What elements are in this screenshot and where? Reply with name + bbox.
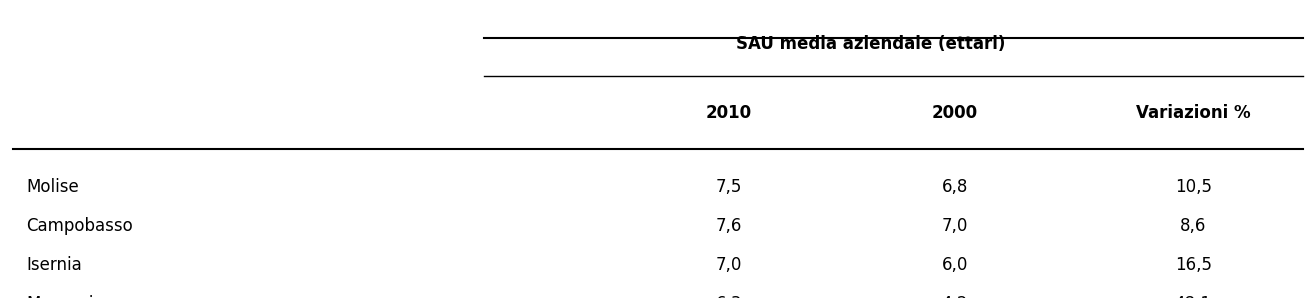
Text: 16,5: 16,5 [1175, 256, 1212, 274]
Text: Campobasso: Campobasso [26, 217, 133, 235]
Text: Molise: Molise [26, 178, 79, 196]
Text: 7,6: 7,6 [716, 217, 742, 235]
Text: 8,6: 8,6 [1180, 217, 1207, 235]
Text: 6,8: 6,8 [941, 178, 967, 196]
Text: 7,5: 7,5 [716, 178, 742, 196]
Text: 2010: 2010 [705, 104, 751, 122]
Text: SAU media aziendale (ettari): SAU media aziendale (ettari) [736, 35, 1005, 53]
Text: Isernia: Isernia [26, 256, 82, 274]
Text: 6,0: 6,0 [941, 256, 967, 274]
Text: Variazioni %: Variazioni % [1136, 104, 1250, 122]
Text: 6,3: 6,3 [716, 295, 742, 298]
Text: 2000: 2000 [932, 104, 978, 122]
Text: Mezzogiorno: Mezzogiorno [26, 295, 130, 298]
Text: 7,0: 7,0 [941, 217, 967, 235]
Text: 7,0: 7,0 [716, 256, 742, 274]
Text: 4,2: 4,2 [941, 295, 967, 298]
Text: 10,5: 10,5 [1175, 178, 1212, 196]
Text: 48,1: 48,1 [1175, 295, 1212, 298]
